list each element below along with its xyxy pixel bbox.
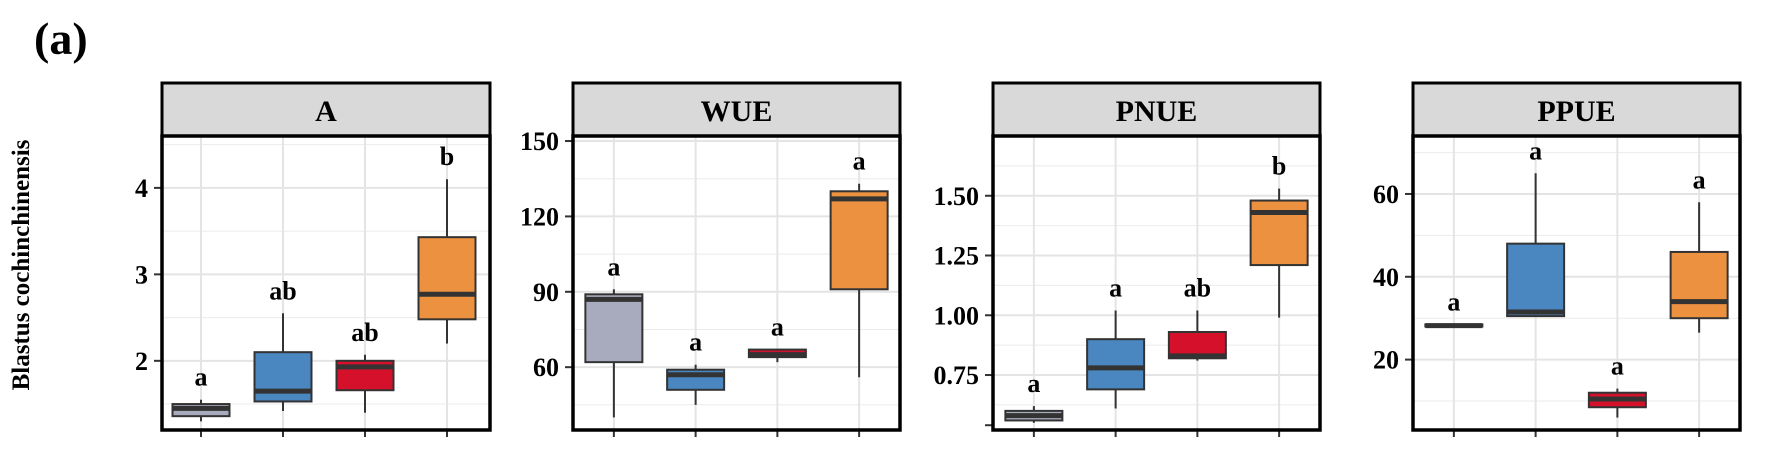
significance-letter: b [1272, 152, 1286, 181]
box-a-2: ab [253, 276, 313, 411]
significance-letter: ab [269, 276, 296, 305]
box-a-4: b [417, 142, 477, 344]
significance-letter: b [440, 142, 454, 171]
box-body [829, 190, 889, 291]
box-pnue-3: ab [1167, 273, 1227, 361]
box-body [1506, 242, 1566, 318]
facet-strip [571, 81, 902, 138]
significance-letter: a [195, 363, 208, 392]
y-tick-label: 3 [135, 260, 148, 289]
facet-title: PNUE [1116, 95, 1198, 128]
box-wue-1: a [584, 252, 644, 418]
box-ppue-4: a [1669, 165, 1729, 333]
facet-panel-ppue: PPUE 20 40 60 a a a a [1373, 81, 1742, 437]
significance-letter: a [1611, 352, 1624, 381]
box-wue-4: a [829, 147, 889, 378]
significance-letter: a [1109, 273, 1122, 302]
box-ppue-2: a [1506, 136, 1566, 318]
box-ppue-3: a [1587, 352, 1647, 418]
y-tick-label: 1.00 [934, 301, 980, 330]
significance-letter: a [1529, 136, 1542, 165]
significance-letter: a [1027, 369, 1040, 398]
facet-panel-a: A 2 3 4 a ab ab b [135, 81, 492, 437]
panel-frame [991, 134, 1322, 432]
y-tick-label: 1.50 [934, 182, 980, 211]
box-pnue-2: a [1086, 273, 1146, 409]
facet-strip [1411, 81, 1742, 138]
panel-frame [571, 134, 902, 432]
facet-panel-pnue: PNUE 0.75 1.00 1.25 1.50 a a ab b [934, 81, 1322, 437]
box-body [253, 351, 313, 403]
box-pnue-4: b [1249, 152, 1309, 318]
facet-title: WUE [701, 95, 773, 128]
box-body [1086, 338, 1146, 391]
significance-letter: a [689, 328, 702, 357]
significance-letter: a [1693, 165, 1706, 194]
y-tick-label: 4 [135, 174, 148, 203]
panel-frame [160, 134, 492, 432]
box-body [1669, 250, 1729, 320]
facet-panel-wue: WUE 60 90 120 150 a a a a [520, 81, 902, 437]
significance-letter: ab [1184, 273, 1211, 302]
y-tick-label: 1.25 [934, 242, 980, 271]
significance-letter: a [1447, 287, 1460, 316]
facet-strip [160, 81, 492, 138]
y-tick-label: 40 [1373, 263, 1399, 292]
significance-letter: a [853, 147, 866, 176]
significance-letter: a [771, 313, 784, 342]
box-pnue-1: a [1004, 369, 1064, 423]
box-body [584, 293, 644, 364]
panel-frame [1411, 134, 1742, 432]
facet-title: A [315, 95, 337, 128]
y-tick-label: 90 [533, 278, 559, 307]
y-tick-label: 2 [135, 347, 148, 376]
significance-letter: ab [351, 318, 378, 347]
y-tick-label: 60 [1373, 180, 1399, 209]
box-ppue-1: a [1424, 287, 1484, 329]
facet-title: PPUE [1537, 95, 1615, 128]
box-a-1: a [171, 363, 231, 422]
box-wue-3: a [747, 313, 807, 363]
y-tick-label: 120 [520, 202, 559, 231]
box-body [417, 236, 477, 321]
panel-label: (a) [34, 13, 88, 64]
y-tick-label: 150 [520, 127, 559, 156]
y-tick-label: 60 [533, 353, 559, 382]
significance-letter: a [607, 252, 620, 281]
y-tick-label: 0.75 [934, 361, 980, 390]
facet-strip [991, 81, 1322, 138]
y-tick-label: 20 [1373, 346, 1399, 375]
box-wue-2: a [666, 328, 726, 405]
box-a-3: ab [335, 318, 395, 413]
